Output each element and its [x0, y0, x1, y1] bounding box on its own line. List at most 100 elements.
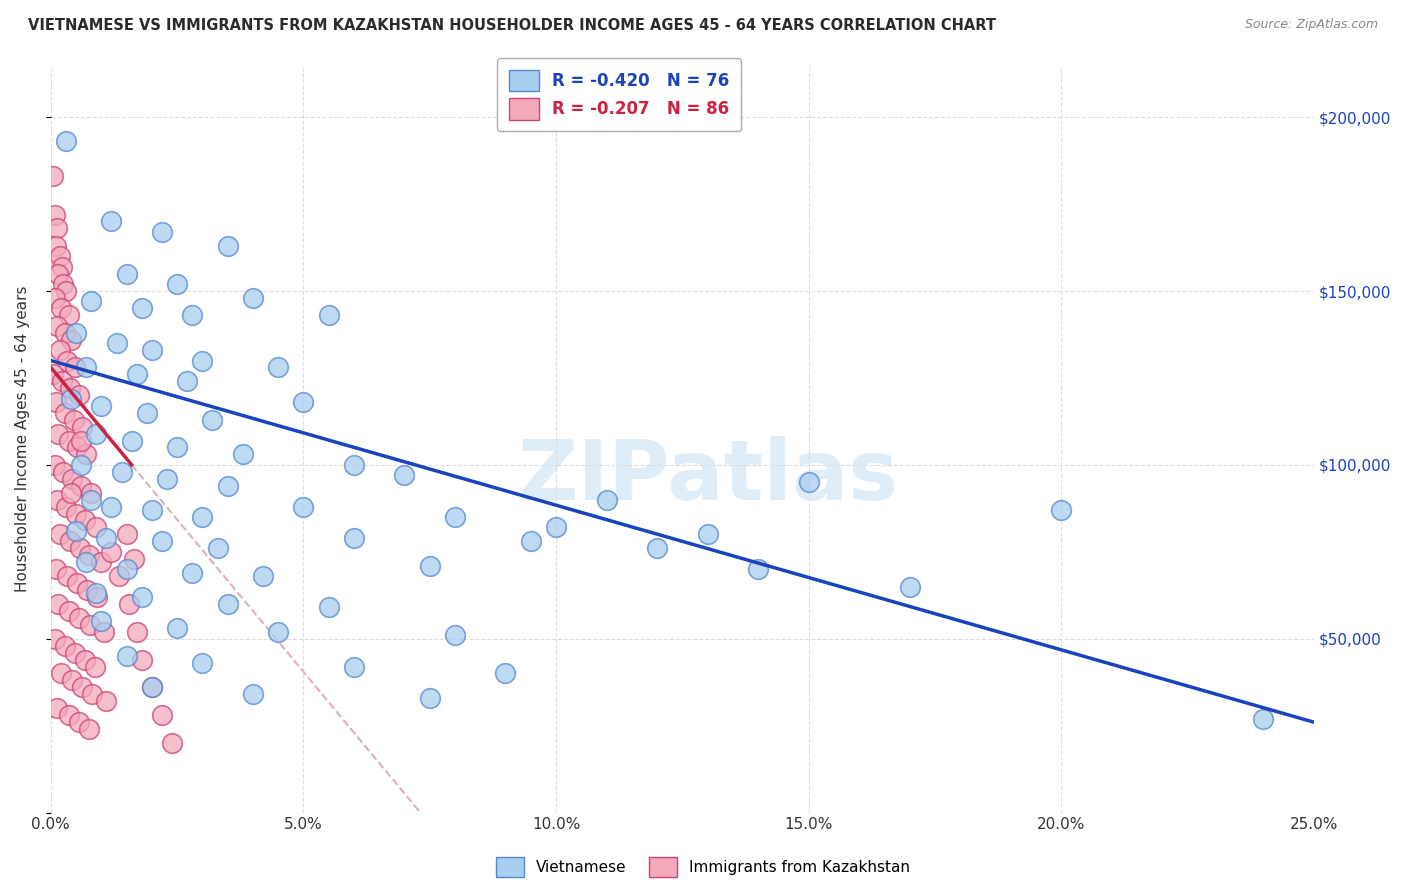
Point: [150, 708, 173, 723]
Point: [86, 590, 108, 604]
Point: [51, 260, 73, 274]
Point: [156, 472, 179, 486]
Point: [84, 586, 107, 600]
Point: [55, 500, 77, 514]
Point: [217, 597, 239, 611]
Point: [77, 722, 100, 736]
Point: [108, 569, 131, 583]
Point: [121, 434, 143, 448]
Point: [595, 492, 617, 507]
Text: ZIPatlas: ZIPatlas: [517, 435, 898, 516]
Point: [242, 291, 264, 305]
Point: [90, 399, 112, 413]
Point: [44, 632, 66, 646]
Point: [60, 673, 83, 688]
Point: [75, 652, 97, 666]
Point: [60, 392, 83, 406]
Point: [49, 527, 72, 541]
Point: [115, 527, 138, 541]
Point: [110, 465, 132, 479]
Point: [252, 569, 274, 583]
Point: [49, 666, 72, 681]
Point: [166, 277, 188, 291]
Point: [125, 368, 148, 382]
Point: [96, 694, 118, 708]
Point: [217, 239, 239, 253]
Point: [60, 333, 83, 347]
Point: [80, 294, 103, 309]
Point: [141, 681, 163, 695]
Point: [44, 207, 66, 221]
Point: [66, 576, 89, 591]
Point: [65, 507, 87, 521]
Point: [52, 277, 75, 291]
Point: [343, 659, 366, 673]
Point: [444, 510, 467, 524]
Point: [79, 617, 101, 632]
Point: [58, 434, 80, 448]
Point: [67, 388, 90, 402]
Point: [45, 221, 67, 235]
Text: VIETNAMESE VS IMMIGRANTS FROM KAZAKHSTAN HOUSEHOLDER INCOME AGES 45 - 64 YEARS C: VIETNAMESE VS IMMIGRANTS FROM KAZAKHSTAN…: [28, 18, 995, 33]
Point: [747, 562, 769, 576]
Point: [42, 169, 65, 184]
Point: [318, 309, 340, 323]
Point: [201, 412, 224, 426]
Point: [90, 555, 112, 569]
Point: [45, 492, 67, 507]
Point: [70, 419, 93, 434]
Point: [217, 479, 239, 493]
Point: [49, 343, 72, 357]
Point: [105, 336, 128, 351]
Point: [45, 562, 67, 576]
Point: [100, 545, 122, 559]
Point: [44, 291, 66, 305]
Point: [42, 368, 65, 382]
Point: [150, 534, 173, 549]
Point: [59, 381, 82, 395]
Point: [45, 318, 67, 333]
Point: [52, 465, 75, 479]
Point: [70, 434, 93, 448]
Point: [45, 395, 67, 409]
Point: [176, 375, 198, 389]
Point: [76, 582, 98, 597]
Point: [318, 600, 340, 615]
Point: [70, 681, 93, 695]
Point: [191, 656, 214, 670]
Point: [207, 541, 229, 556]
Point: [122, 551, 145, 566]
Point: [60, 472, 83, 486]
Point: [48, 267, 70, 281]
Point: [131, 301, 153, 316]
Point: [645, 541, 668, 556]
Point: [242, 687, 264, 701]
Point: [48, 426, 70, 441]
Point: [519, 534, 541, 549]
Point: [75, 555, 97, 569]
Point: [267, 624, 290, 639]
Point: [58, 708, 80, 723]
Point: [131, 590, 153, 604]
Point: [191, 510, 214, 524]
Point: [49, 249, 72, 263]
Point: [75, 513, 97, 527]
Point: [45, 701, 67, 715]
Point: [125, 624, 148, 639]
Point: [797, 475, 820, 490]
Point: [118, 597, 141, 611]
Point: [96, 531, 118, 545]
Point: [141, 343, 163, 357]
Point: [67, 715, 90, 730]
Point: [1050, 503, 1073, 517]
Point: [131, 652, 153, 666]
Point: [115, 267, 138, 281]
Point: [93, 624, 115, 639]
Point: [394, 468, 416, 483]
Point: [191, 353, 214, 368]
Point: [49, 301, 72, 316]
Point: [181, 566, 204, 580]
Point: [70, 458, 93, 472]
Point: [53, 326, 76, 340]
Y-axis label: Householder Income Ages 45 - 64 years: Householder Income Ages 45 - 64 years: [15, 285, 30, 592]
